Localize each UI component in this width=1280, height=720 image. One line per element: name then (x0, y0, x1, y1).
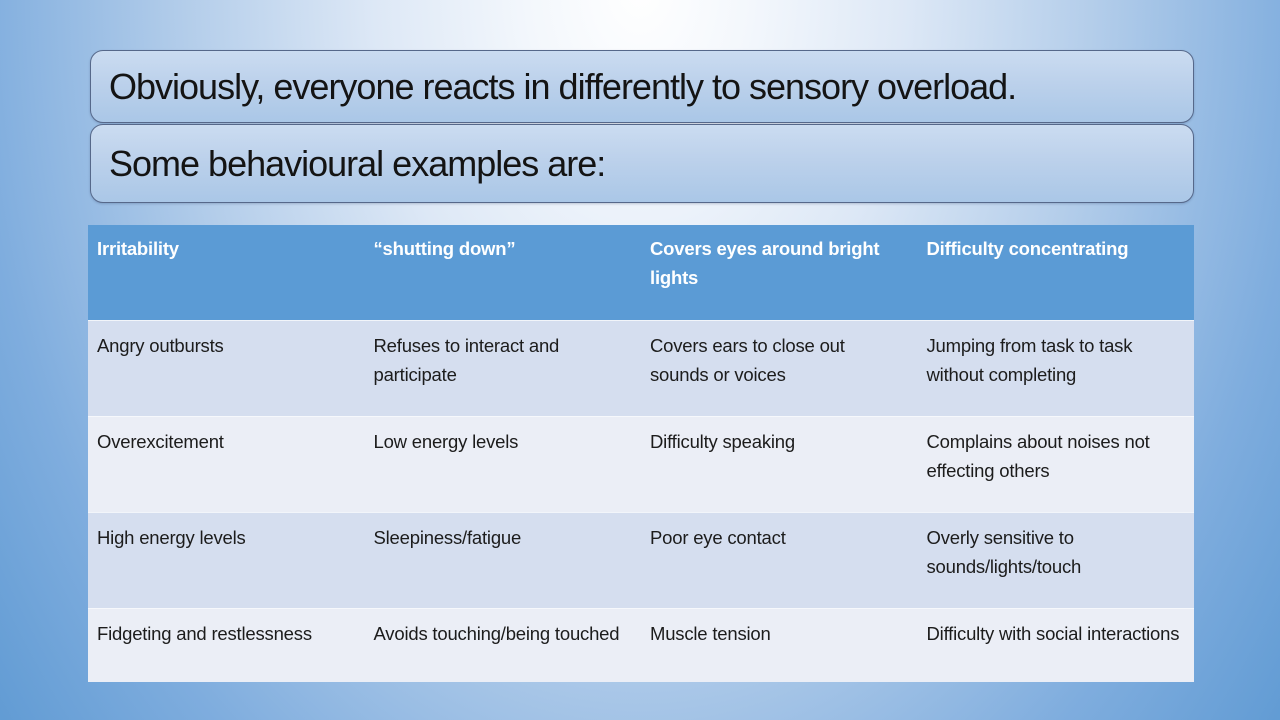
table-cell: Low energy levels (364, 416, 641, 512)
behaviour-table: Irritability “shutting down” Covers eyes… (88, 225, 1194, 682)
table-cell: Angry outbursts (88, 320, 365, 416)
table-cell: Difficulty with social interactions (917, 608, 1194, 682)
table-header-cell: Covers eyes around bright lights (641, 225, 918, 320)
title-box-2: Some behavioural examples are: (90, 124, 1194, 203)
table-header-cell: Irritability (88, 225, 365, 320)
title-text-1: Obviously, everyone reacts in differentl… (109, 65, 1017, 107)
table-cell: Fidgeting and restlessness (88, 608, 365, 682)
table-cell: Overexcitement (88, 416, 365, 512)
title-text-2: Some behavioural examples are: (109, 142, 606, 184)
table-cell: Avoids touching/being touched (364, 608, 641, 682)
table-cell: Overly sensitive to sounds/lights/touch (917, 512, 1194, 608)
table-cell: Complains about noises not effecting oth… (917, 416, 1194, 512)
table-header-cell: Difficulty concentrating (917, 225, 1194, 320)
table-cell: Muscle tension (641, 608, 918, 682)
table-cell: High energy levels (88, 512, 365, 608)
table-cell: Sleepiness/fatigue (364, 512, 641, 608)
table-cell: Covers ears to close out sounds or voice… (641, 320, 918, 416)
title-box-1: Obviously, everyone reacts in differentl… (90, 50, 1194, 123)
table-cell: Poor eye contact (641, 512, 918, 608)
table-cell: Difficulty speaking (641, 416, 918, 512)
table-cell: Jumping from task to task without comple… (917, 320, 1194, 416)
table-header-cell: “shutting down” (364, 225, 641, 320)
table-cell: Refuses to interact and participate (364, 320, 641, 416)
